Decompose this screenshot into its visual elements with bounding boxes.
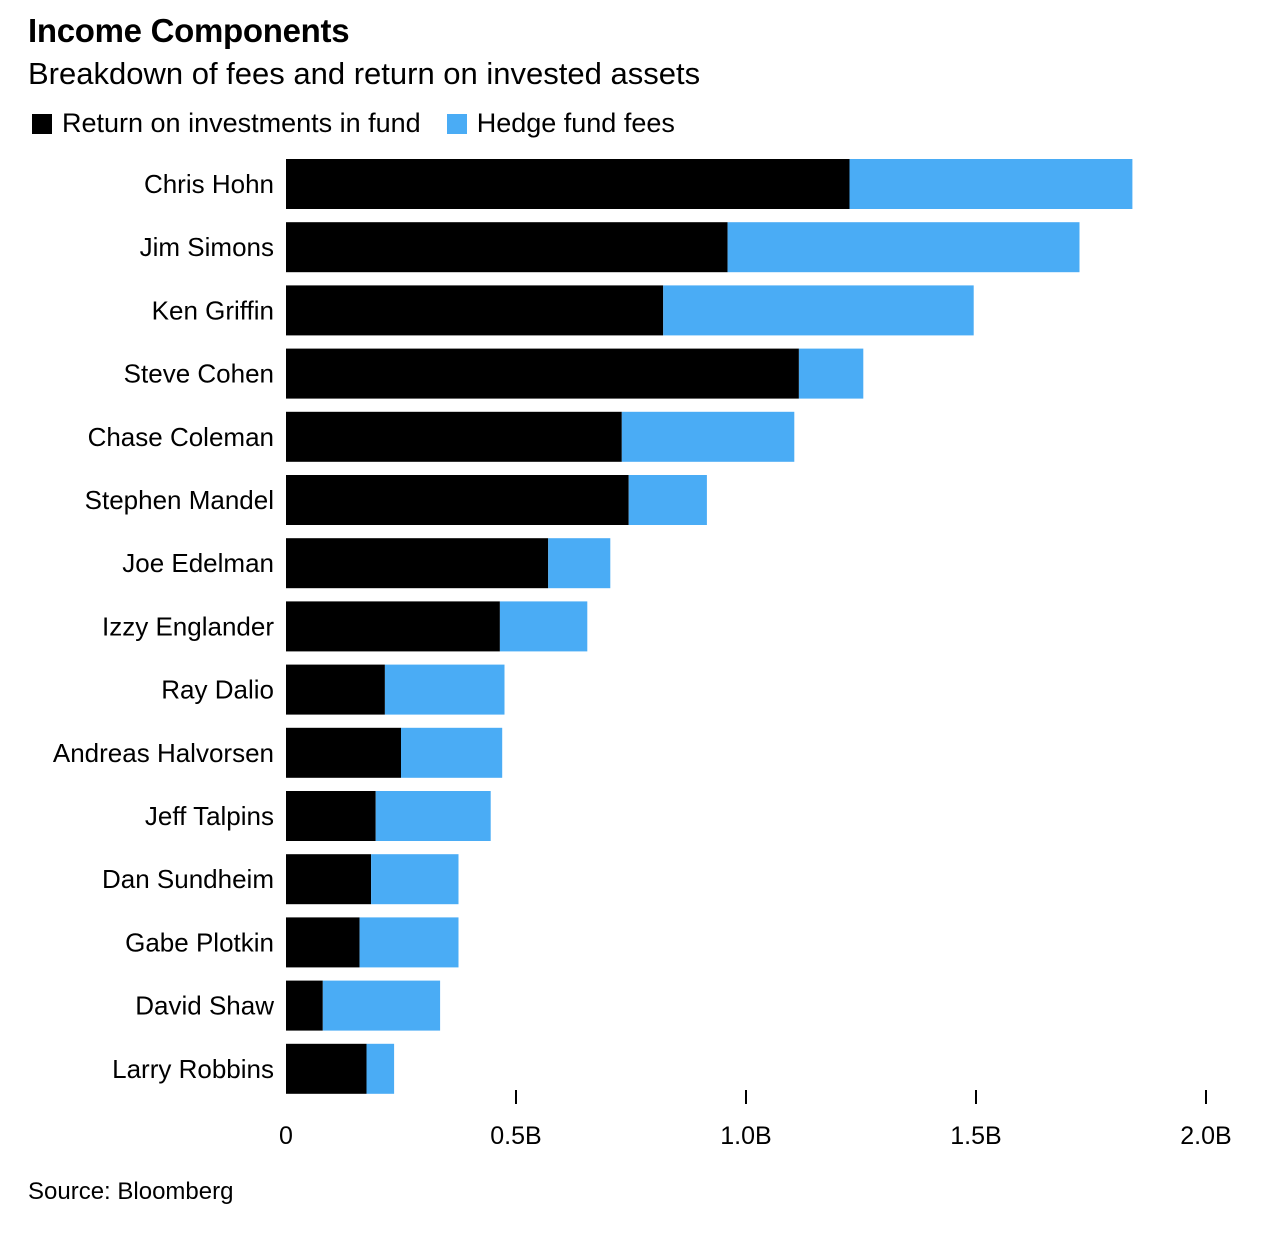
- bar-returns-dan-sundheim: [286, 854, 372, 905]
- bar-returns-steve-cohen: [286, 348, 799, 399]
- x-tick-label-4: 2.0B: [1180, 1122, 1231, 1150]
- bar-fees-steve-cohen: [798, 348, 864, 399]
- bar-fees-larry-robbins: [366, 1043, 395, 1094]
- legend-swatch-fees: [446, 113, 467, 134]
- category-label-ray-dalio: Ray Dalio: [161, 675, 274, 705]
- bar-fees-david-shaw: [322, 980, 441, 1031]
- x-tick-label-1: 0.5B: [490, 1122, 541, 1150]
- legend-label-fees: Hedge fund fees: [476, 108, 675, 138]
- legend: Return on investments in fund Hedge fund…: [32, 108, 701, 139]
- category-label-andreas-halvorsen: Andreas Halvorsen: [53, 738, 274, 768]
- category-label-steve-cohen: Steve Cohen: [124, 359, 274, 389]
- bar-chart: Chris Hohn Jim Simons Ken Griffin Steve Coh…: [53, 159, 1232, 1150]
- bar-returns-joe-edelman: [286, 538, 549, 589]
- x-tick-label-3: 1.5B: [950, 1122, 1001, 1150]
- category-label-david-shaw: David Shaw: [135, 991, 274, 1021]
- bar-returns-stephen-mandel: [286, 475, 629, 525]
- bar-returns-andreas-halvorsen: [286, 727, 401, 778]
- bar-fees-jeff-talpins: [375, 791, 491, 841]
- bar-fees-jim-simons: [727, 222, 1080, 273]
- source-note: Source: Bloomberg: [28, 1178, 234, 1205]
- category-label-larry-robbins: Larry Robbins: [112, 1054, 274, 1084]
- category-label-jim-simons: Jim Simons: [140, 232, 274, 262]
- x-tick-label-0: 0: [279, 1122, 293, 1150]
- bar-returns-chase-coleman: [286, 411, 622, 462]
- category-label-ken-griffin: Ken Griffin: [152, 295, 274, 325]
- bar-fees-gabe-plotkin: [359, 917, 459, 968]
- bar-returns-chris-hohn: [286, 159, 850, 209]
- bar-fees-chris-hohn: [849, 159, 1133, 209]
- bar-fees-ray-dalio: [384, 664, 505, 715]
- bar-fees-stephen-mandel: [628, 475, 707, 525]
- bar-fees-andreas-halvorsen: [401, 727, 503, 778]
- category-label-jeff-talpins: Jeff Talpins: [145, 801, 274, 831]
- legend-swatch-returns: [32, 113, 52, 134]
- legend-item-fees: Hedge fund fees: [446, 108, 675, 139]
- bar-fees-joe-edelman: [548, 538, 611, 589]
- category-label-chase-coleman: Chase Coleman: [88, 422, 274, 452]
- chart-subtitle: Breakdown of fees and return on invested…: [28, 56, 701, 91]
- legend-label-returns: Return on investments in fund: [62, 108, 421, 138]
- x-tick-label-2: 1.0B: [720, 1122, 771, 1150]
- bar-fees-chase-coleman: [621, 411, 795, 462]
- category-label-stephen-mandel: Stephen Mandel: [85, 485, 274, 515]
- bar-fees-ken-griffin: [663, 285, 974, 336]
- category-label-izzy-englander: Izzy Englander: [102, 611, 274, 641]
- bar-returns-larry-robbins: [286, 1043, 367, 1094]
- category-label-gabe-plotkin: Gabe Plotkin: [125, 927, 274, 957]
- category-label-joe-edelman: Joe Edelman: [122, 548, 274, 578]
- bar-returns-gabe-plotkin: [286, 917, 360, 968]
- bar-fees-izzy-englander: [499, 601, 588, 652]
- category-label-chris-hohn: Chris Hohn: [144, 169, 274, 199]
- bar-fees-dan-sundheim: [371, 854, 459, 905]
- bar-returns-jim-simons: [286, 222, 728, 273]
- bar-returns-david-shaw: [286, 980, 323, 1031]
- bar-returns-jeff-talpins: [286, 791, 376, 841]
- bar-returns-ken-griffin: [286, 285, 664, 336]
- chart-title: Income Components: [28, 12, 350, 49]
- bar-returns-izzy-englander: [286, 601, 500, 652]
- category-label-dan-sundheim: Dan Sundheim: [102, 864, 274, 894]
- bar-returns-ray-dalio: [286, 664, 385, 715]
- legend-item-returns: Return on investments in fund: [32, 108, 421, 139]
